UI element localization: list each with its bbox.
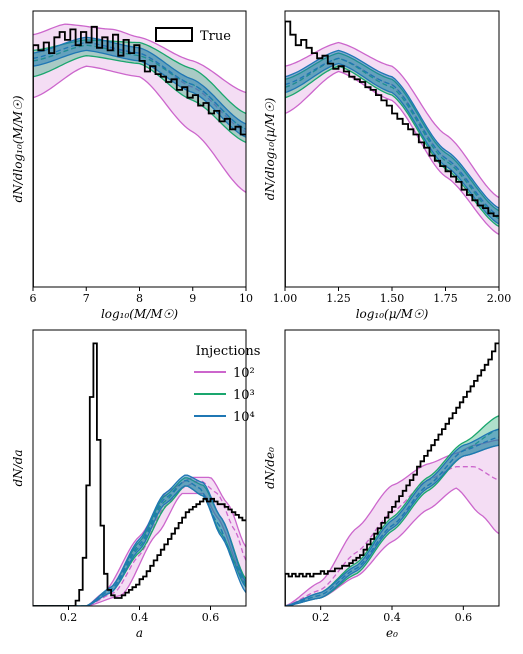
band-fill-tr-2 (285, 50, 499, 224)
y-axis-label-tr: dN/dlog₁₀(μ/M☉) (263, 97, 277, 200)
legend-true-swatch (155, 27, 193, 42)
band-median-br-2 (285, 436, 499, 606)
x-tick-label-tr-1: 1.25 (326, 292, 351, 305)
band-upper-bl-2 (33, 474, 246, 606)
band-lower-tr-2 (285, 62, 499, 225)
x-tick-label-tl-4: 10 (239, 292, 253, 305)
x-tick-label-tr-2: 1.50 (380, 292, 405, 305)
legend-entry-label-2: 10⁴ (233, 410, 255, 425)
band-lower-tl-0 (33, 65, 246, 193)
x-axis-label-bl: a (136, 626, 143, 640)
x-axis-label-tr: log₁₀(μ/M☉) (356, 307, 429, 321)
band-median-bl-0 (33, 479, 246, 606)
x-tick-label-br-0: 0.2 (312, 611, 330, 624)
legend-entry-label-1: 10³ (233, 388, 255, 403)
y-axis-label-br: dN/de₀ (263, 447, 277, 489)
x-tick-label-tr-4: 2.00 (487, 292, 512, 305)
panel-br: 0.2 0.4 0.6 e₀ dN/de₀ (263, 329, 500, 640)
y-axis-label-tl: dN/dlog₁₀(M/M☉) (11, 95, 25, 202)
true-histogram-tl (33, 25, 246, 287)
x-tick-label-br-1: 0.4 (383, 611, 401, 624)
band-median-tr-2 (285, 57, 499, 217)
band-upper-tr-0 (285, 41, 499, 199)
legend-entry-label-0: 10² (233, 366, 255, 381)
band-fill-bl-2 (33, 475, 246, 606)
x-tick-label-bl-1: 0.4 (131, 611, 149, 624)
x-tick-label-tl-2: 8 (136, 292, 143, 305)
band-fill-br-2 (285, 429, 499, 606)
x-tick-label-tl-1: 7 (83, 292, 90, 305)
band-upper-br-2 (285, 428, 499, 606)
legend-true: True (155, 27, 231, 44)
x-axis-label-br: e₀ (386, 626, 398, 640)
y-axis-label-bl: dN/da (11, 449, 25, 486)
legend-injections: Injections 10² 10³ 10⁴ (194, 344, 260, 425)
band-median-tl-2 (33, 41, 246, 130)
panel-tr: 1.00 1.25 1.50 1.75 2.00 log₁₀(μ/M☉) dN/dlog₁₀… (263, 10, 512, 321)
band-lower-br-2 (285, 444, 499, 606)
plot-area-tr (285, 20, 499, 287)
x-tick-label-bl-2: 0.6 (202, 611, 220, 624)
band-median-bl-2 (33, 479, 246, 606)
band-upper-bl-0 (33, 476, 246, 606)
true-histogram-bl (33, 342, 246, 606)
band-lower-tr-0 (285, 70, 499, 235)
panel-bl: 0.2 0.4 0.6 a dN/da (11, 329, 247, 640)
plot-area-br (285, 342, 499, 606)
true-histogram-br (285, 342, 499, 606)
x-tick-label-bl-0: 0.2 (60, 611, 78, 624)
plot-area-bl (33, 342, 246, 606)
x-tick-label-tl-0: 6 (30, 292, 37, 305)
x-axis-label-tl: log₁₀(M/M☉) (101, 307, 178, 321)
band-upper-tl-0 (33, 23, 246, 94)
x-tick-label-tr-3: 1.75 (433, 292, 458, 305)
band-lower-tr-1 (285, 65, 499, 228)
legend-injections-title: Injections (196, 344, 261, 359)
true-histogram-tr (285, 20, 499, 287)
x-tick-label-tr-0: 1.00 (273, 292, 298, 305)
x-tick-label-br-2: 0.6 (455, 611, 473, 624)
panel-tl: 6 7 8 9 10 log₁₀(M/M☉) dN/dlog₁₀(M/M☉) (11, 10, 253, 321)
legend-true-label: True (200, 29, 231, 44)
plot-area-tl (33, 23, 246, 287)
x-tick-label-tl-3: 9 (189, 292, 196, 305)
